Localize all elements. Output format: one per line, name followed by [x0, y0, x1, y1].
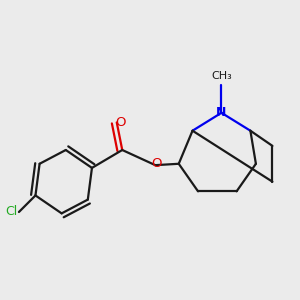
Text: N: N [216, 106, 226, 119]
Text: O: O [152, 157, 162, 170]
Text: O: O [115, 116, 126, 129]
Text: Cl: Cl [5, 206, 18, 218]
Text: CH₃: CH₃ [211, 71, 232, 81]
